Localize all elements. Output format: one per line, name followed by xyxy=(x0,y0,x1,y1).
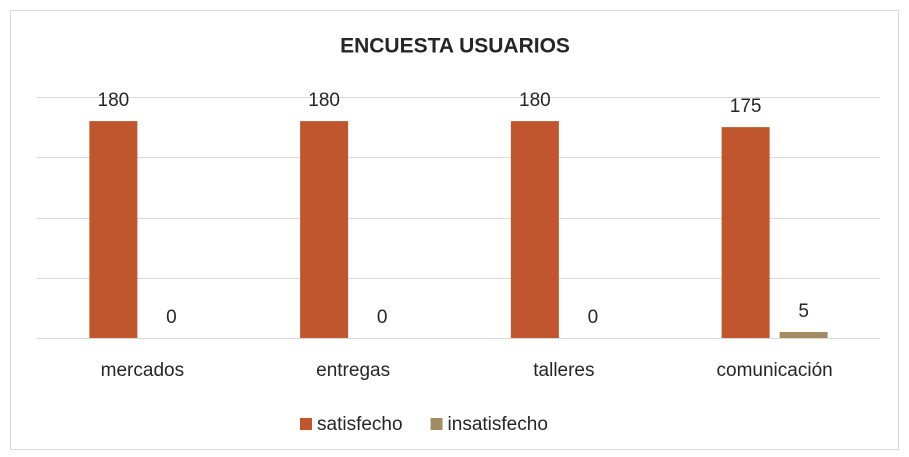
data-label: 180 xyxy=(308,90,340,111)
legend-label: satisfecho xyxy=(317,414,403,435)
legend-swatch xyxy=(300,418,312,430)
bar xyxy=(510,121,559,338)
data-label: 0 xyxy=(166,307,177,328)
x-tick-label: entregas xyxy=(316,360,390,381)
x-tick-label: mercados xyxy=(101,360,184,381)
data-label: 180 xyxy=(519,90,551,111)
legend-swatch xyxy=(430,418,443,430)
data-label: 5 xyxy=(798,301,809,322)
legend-label: insatisfecho xyxy=(448,414,548,435)
data-label: 175 xyxy=(730,96,762,117)
bar xyxy=(89,121,138,338)
chart-title: ENCUESTA USUARIOS xyxy=(340,35,570,58)
x-tick-label: comunicación xyxy=(717,360,833,381)
x-tick-label: talleres xyxy=(533,360,594,381)
data-label: 0 xyxy=(377,307,388,328)
bar xyxy=(300,121,349,338)
data-label: 180 xyxy=(98,90,130,111)
data-label: 0 xyxy=(588,307,599,328)
bar xyxy=(721,127,770,338)
bar xyxy=(779,331,828,338)
